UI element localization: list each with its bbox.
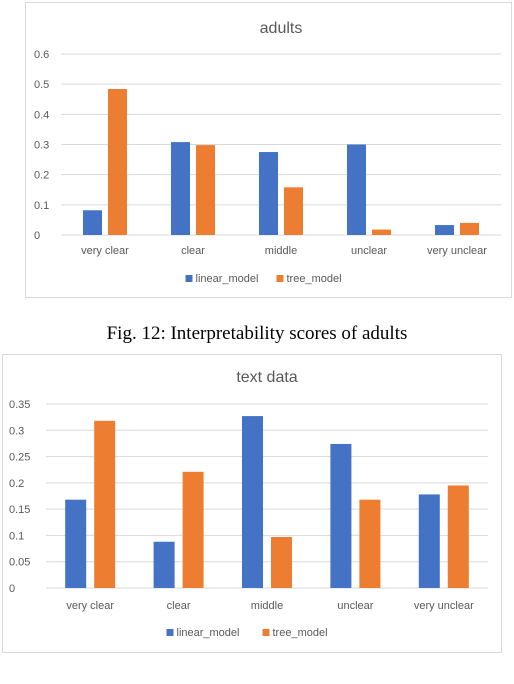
bar-linear-model <box>242 416 263 588</box>
bar-linear-model <box>153 541 175 588</box>
figure-caption: Fig. 12: Interpretability scores of adul… <box>106 323 408 344</box>
adults-chart-svg: adults 0 0.1 0.2 0.3 0.4 0.5 0.6 very clear clear… <box>34 20 501 285</box>
y-tick-label: 0.5 <box>34 79 49 91</box>
bar-tree-model <box>372 229 391 235</box>
x-tick-label: very unclear <box>414 600 474 612</box>
bar-linear-model <box>83 210 102 235</box>
y-tick-label: 0.6 <box>34 49 49 61</box>
legend-label: linear_model <box>196 273 259 285</box>
legend-swatch <box>276 275 284 282</box>
legend-swatch <box>166 629 174 636</box>
bar-linear-model <box>435 225 454 235</box>
x-tick-label: middle <box>265 245 297 257</box>
y-tick-label: 0.3 <box>9 425 24 437</box>
bar-tree-model <box>108 88 127 235</box>
x-tick-label: unclear <box>337 600 373 612</box>
y-tick-label: 0.25 <box>9 452 30 464</box>
bar-linear-model <box>65 499 87 588</box>
y-tick-label: 0.05 <box>9 557 30 569</box>
bar-linear-model <box>171 142 190 235</box>
x-tick-label: unclear <box>351 245 387 257</box>
legend: linear_model tree_model <box>185 273 342 285</box>
bar-linear-model <box>330 443 352 588</box>
chart-title: adults <box>260 20 303 37</box>
y-tick-label: 0.35 <box>9 399 30 411</box>
y-tick-label: 0.2 <box>9 478 24 490</box>
bar-tree-model <box>271 537 292 588</box>
bar-linear-model <box>347 144 366 235</box>
x-tick-label: middle <box>251 600 283 612</box>
bar-tree-model <box>284 187 303 235</box>
bar-tree-model <box>94 420 116 588</box>
bar-tree-model <box>359 499 381 588</box>
y-tick-label: 0.1 <box>9 530 24 542</box>
legend-label: linear_model <box>177 627 240 639</box>
x-tick-label: very clear <box>66 600 114 612</box>
legend-swatch <box>185 275 193 282</box>
y-tick-label: 0 <box>9 583 15 595</box>
x-tick-label: very clear <box>81 245 129 257</box>
bar-linear-model <box>259 152 278 235</box>
legend-swatch <box>262 629 270 636</box>
legend-label: tree_model <box>287 273 342 285</box>
adults-chart: adults 0 0.1 0.2 0.3 0.4 0.5 0.6 very clear clear… <box>25 2 512 298</box>
x-tick-label: clear <box>167 600 191 612</box>
legend-label: tree_model <box>273 627 328 639</box>
text-data-chart: text data 0 0.05 0.1 0.15 0.2 0.25 0.3 0.35 very … <box>2 354 502 653</box>
text-data-chart-svg: text data 0 0.05 0.1 0.15 0.2 0.25 0.3 0.35 very … <box>9 369 488 639</box>
y-tick-label: 0.2 <box>34 170 49 182</box>
bar-tree-model <box>196 145 215 235</box>
bar-tree-model <box>447 485 469 588</box>
y-tick-label: 0 <box>34 230 40 242</box>
bar-linear-model <box>418 494 440 588</box>
bar-tree-model <box>460 222 479 235</box>
x-tick-label: clear <box>181 245 205 257</box>
x-tick-label: very unclear <box>427 245 487 257</box>
legend: linear_model tree_model <box>166 627 328 639</box>
y-tick-label: 0.1 <box>34 200 49 212</box>
chart-title: text data <box>236 369 297 386</box>
y-tick-label: 0.4 <box>34 109 49 121</box>
bar-tree-model <box>182 471 204 588</box>
y-tick-label: 0.15 <box>9 504 30 516</box>
y-tick-label: 0.3 <box>34 140 49 152</box>
